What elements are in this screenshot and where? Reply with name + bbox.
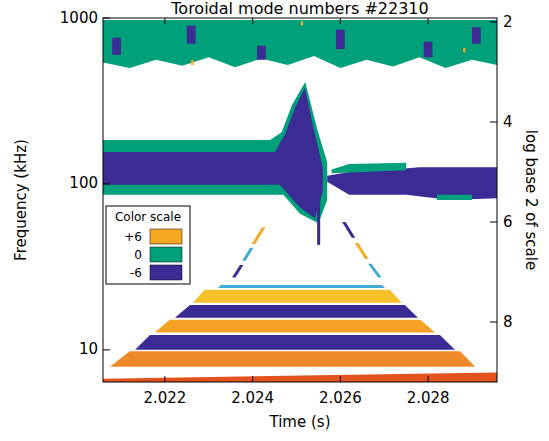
mode-region	[112, 38, 121, 55]
x-tick-label: 2.022	[143, 389, 186, 407]
legend-label: +6	[124, 230, 142, 244]
mode-region	[332, 163, 407, 173]
legend-swatch	[150, 247, 182, 262]
plot-frame	[103, 18, 497, 382]
mode-region	[317, 195, 320, 245]
legend: Color scale +6 0 -6	[106, 206, 190, 284]
mode-region	[301, 21, 303, 26]
y-tick	[103, 183, 110, 184]
y-axis-title: Frequency (kHz)	[12, 139, 30, 261]
mode-region	[232, 265, 243, 278]
mode-region	[257, 46, 266, 60]
legend-swatch	[150, 265, 182, 280]
mode-region	[437, 195, 472, 200]
legend-title: Color scale	[115, 210, 181, 224]
x-tick-top	[164, 18, 165, 24]
mode-region	[336, 30, 345, 49]
x-tick-label: 2.026	[319, 389, 362, 407]
legend-swatch	[150, 229, 182, 244]
mode-region	[103, 373, 497, 382]
mode-region	[155, 320, 435, 333]
y-tick-label: 1000	[60, 9, 98, 27]
mode-region	[193, 290, 402, 303]
y2-tick-label: 4	[503, 113, 513, 131]
x-tick-label: 2.028	[407, 389, 450, 407]
y-tick	[103, 18, 110, 19]
mode-region	[342, 222, 355, 238]
x-tick	[428, 376, 429, 382]
mode-region	[175, 305, 418, 318]
mode-region	[355, 243, 369, 259]
y2-tick-label: 8	[503, 313, 513, 331]
mode-region	[368, 264, 382, 278]
x-tick-label: 2.024	[231, 389, 274, 407]
x-tick-top	[252, 18, 253, 24]
title: Toroidal mode numbers #22310	[170, 0, 428, 18]
y2-tick	[490, 222, 497, 223]
mode-region	[218, 285, 385, 288]
x-axis-title: Time (s)	[269, 413, 331, 431]
mode-region	[252, 228, 266, 244]
y-tick-label: 10	[79, 340, 98, 358]
x-tick-top	[428, 18, 429, 24]
y2-tick	[490, 122, 497, 123]
y-tick-label: 100	[69, 174, 98, 192]
y2-tick	[490, 322, 497, 323]
y-tick	[103, 349, 110, 350]
legend-box	[106, 206, 190, 284]
mode-region	[463, 48, 465, 53]
mode-region	[472, 27, 481, 43]
mode-region	[103, 20, 497, 68]
mode-region	[242, 248, 253, 261]
mode-region	[110, 351, 475, 367]
y2-axis-title: log base 2 of scale	[522, 130, 540, 270]
regions	[103, 20, 497, 382]
mode-region	[191, 60, 193, 65]
y2-tick-label: 6	[503, 213, 513, 231]
legend-label: 0	[134, 248, 142, 262]
chart: 2.022 2.024 2.026 2.028 10 100 1000 2 4 6 8 Toroida…	[0, 0, 549, 441]
y2-tick	[490, 22, 497, 23]
mode-region	[103, 82, 327, 223]
x-tick	[164, 376, 165, 382]
mode-region	[135, 335, 455, 350]
mode-region	[424, 42, 433, 58]
legend-label: -6	[130, 266, 142, 280]
y2-tick-label: 2	[503, 13, 513, 31]
x-tick	[340, 376, 341, 382]
x-tick	[252, 376, 253, 382]
x-tick-top	[340, 18, 341, 24]
mode-region	[103, 88, 323, 218]
mode-region	[187, 26, 196, 44]
